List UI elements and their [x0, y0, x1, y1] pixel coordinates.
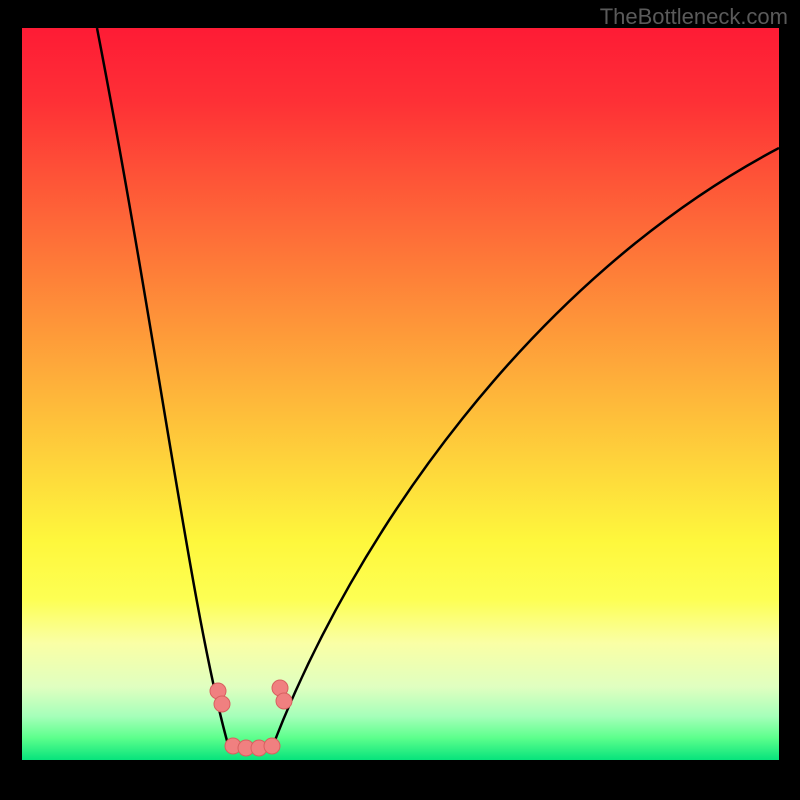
marker-point — [214, 696, 230, 712]
watermark-text: TheBottleneck.com — [600, 4, 788, 30]
gradient-background — [22, 28, 779, 760]
marker-point — [264, 738, 280, 754]
chart-svg — [22, 28, 779, 760]
plot-area — [22, 28, 779, 760]
marker-point — [276, 693, 292, 709]
